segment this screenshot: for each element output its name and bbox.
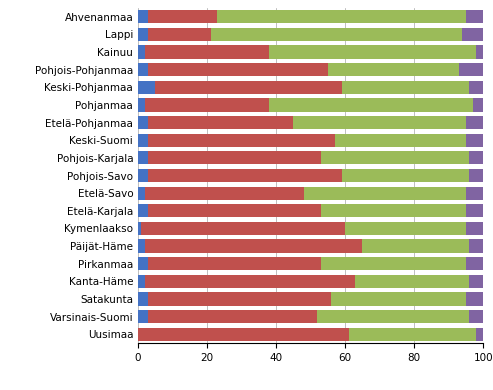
Bar [138, 134, 148, 147]
Bar [469, 275, 483, 288]
Bar [145, 98, 269, 112]
Bar [476, 45, 483, 58]
Bar [469, 81, 483, 94]
Bar [328, 63, 459, 76]
Bar [459, 63, 483, 76]
Bar [148, 169, 342, 182]
Bar [138, 45, 145, 58]
Bar [138, 204, 148, 218]
Bar [466, 186, 483, 200]
Bar [155, 81, 342, 94]
Bar [138, 98, 145, 112]
Bar [138, 81, 155, 94]
Bar [293, 116, 466, 129]
Bar [138, 222, 141, 235]
Bar [473, 98, 483, 112]
Bar [466, 204, 483, 218]
Bar [145, 45, 269, 58]
Bar [469, 151, 483, 165]
Bar [269, 45, 476, 58]
Bar [138, 275, 145, 288]
Bar [331, 292, 466, 306]
Bar [138, 292, 148, 306]
Bar [269, 98, 473, 112]
Bar [466, 10, 483, 23]
Bar [362, 239, 469, 253]
Bar [148, 63, 328, 76]
Bar [462, 28, 483, 41]
Bar [469, 169, 483, 182]
Bar [145, 186, 304, 200]
Bar [148, 292, 331, 306]
Bar [138, 239, 145, 253]
Bar [342, 81, 469, 94]
Bar [466, 134, 483, 147]
Bar [304, 186, 466, 200]
Bar [321, 204, 466, 218]
Bar [138, 257, 148, 270]
Bar [349, 328, 476, 341]
Bar [476, 328, 483, 341]
Bar [469, 239, 483, 253]
Bar [345, 222, 466, 235]
Bar [148, 10, 217, 23]
Bar [145, 239, 362, 253]
Bar [138, 151, 148, 165]
Bar [211, 28, 462, 41]
Bar [217, 10, 466, 23]
Bar [466, 116, 483, 129]
Bar [138, 63, 148, 76]
Bar [138, 28, 148, 41]
Bar [148, 257, 321, 270]
Bar [342, 169, 469, 182]
Bar [335, 134, 466, 147]
Bar [466, 257, 483, 270]
Bar [148, 134, 335, 147]
Bar [138, 310, 148, 323]
Bar [317, 310, 469, 323]
Bar [148, 116, 293, 129]
Bar [145, 275, 355, 288]
Bar [148, 28, 211, 41]
Bar [138, 328, 349, 341]
Bar [148, 151, 321, 165]
Bar [469, 310, 483, 323]
Bar [141, 222, 345, 235]
Bar [138, 169, 148, 182]
Bar [466, 222, 483, 235]
Bar [138, 116, 148, 129]
Bar [321, 257, 466, 270]
Bar [138, 10, 148, 23]
Bar [355, 275, 469, 288]
Bar [321, 151, 469, 165]
Bar [148, 204, 321, 218]
Bar [148, 310, 317, 323]
Bar [138, 186, 145, 200]
Bar [466, 292, 483, 306]
